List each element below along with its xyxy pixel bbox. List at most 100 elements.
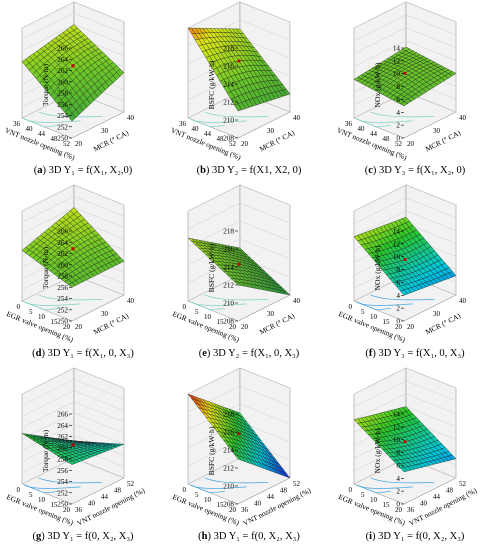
z-tick-label: 256 [57, 467, 68, 475]
y-tick-label: 48 [114, 487, 122, 495]
y-tick-label: 20 [407, 140, 415, 148]
x-tick-label: 36 [345, 120, 353, 128]
caption-text: 3D Y₁ = f(X₁, X₂,0) [48, 165, 133, 176]
x-tick-label: 36 [179, 120, 187, 128]
z-tick-label: 12 [393, 240, 401, 248]
y-tick-label: 40 [88, 500, 96, 508]
x-tick-label: 15 [383, 501, 391, 509]
chart-panel-b: 208 210 212 214 216 218 BSFC (g/kW·h) 36 40 44 48 5… [166, 0, 332, 183]
x-tick-label: 15 [217, 318, 225, 326]
y-tick-label: 20 [75, 140, 83, 148]
x-tick-label: 48 [383, 135, 391, 143]
z-tick-label: 0 [396, 318, 400, 326]
floor-contour [370, 294, 435, 301]
y-axis-label: MCR (° CA) [424, 128, 463, 154]
x-tick-label: 40 [358, 125, 366, 133]
z-tick-label: 212 [223, 99, 234, 107]
design-point [403, 257, 407, 262]
x-tick-label: 36 [13, 120, 21, 128]
caption-letter: a [37, 165, 43, 176]
surface-cell [448, 454, 457, 460]
design-point [71, 64, 75, 68]
z-gridline [21, 195, 125, 223]
y-tick-label: 52 [127, 480, 135, 488]
z-tick-label: 12 [393, 423, 401, 431]
z-tick-label: 208 [223, 135, 234, 143]
x-tick-label: 52 [395, 140, 403, 148]
surface-cell [282, 290, 291, 296]
floor-contour [24, 301, 59, 311]
y-tick-label: 44 [433, 493, 441, 501]
y-tick-label: 40 [127, 114, 135, 122]
z-gridline [187, 367, 291, 395]
x-tick-label: 5 [195, 308, 199, 316]
z-gridline [21, 184, 125, 212]
z-tick-label: 214 [223, 264, 234, 272]
surface-plot-d: 250 252 254 256 258 260 262 264 266 Torque (N·m) 0… [5, 184, 135, 344]
z-tick-label: 2 [396, 305, 400, 313]
floor-contour [204, 111, 269, 118]
y-tick-label: 52 [459, 480, 467, 488]
x-tick-label: 15 [383, 318, 391, 326]
z-tick-label: 14 [393, 411, 401, 419]
z-tick-label: 208 [223, 318, 234, 326]
chart-panel-a: 250 252 254 256 258 260 262 264 266 Torque (N·m) 3… [0, 0, 166, 183]
caption-letter: i [369, 531, 373, 542]
design-point [403, 71, 407, 75]
caption-letter: h [201, 531, 208, 542]
z-tick-label: 266 [57, 228, 68, 236]
z-tick-label: 258 [57, 273, 68, 281]
y-tick-label: 36 [241, 506, 249, 514]
z-tick-label: 212 [223, 282, 234, 290]
z-tick-label: 264 [57, 422, 68, 430]
z-tick-label: 8 [396, 449, 400, 457]
z-tick-label: 260 [57, 261, 68, 269]
x-tick-label: 5 [361, 491, 365, 499]
x-tick-label: 40 [192, 125, 200, 133]
z-tick-label: 6 [396, 279, 400, 287]
x-tick-label: 0 [183, 303, 187, 311]
z-tick-label: 252 [57, 306, 68, 314]
y-tick-label: 30 [267, 310, 275, 318]
surface-cell [282, 471, 291, 479]
x-tick-label: 10 [370, 313, 378, 321]
y-tick-label: 30 [101, 127, 109, 135]
y-tick-label: 40 [420, 500, 428, 508]
z-tick-label: 4 [396, 475, 400, 483]
z-tick-label: 0 [396, 135, 400, 143]
z-gridline [187, 184, 291, 212]
z-tick-label: 258 [57, 456, 68, 464]
y-tick-label: 30 [433, 127, 441, 135]
panel-caption: (c) 3D Y₃ = f(X₁, X₂, 0) [364, 165, 466, 176]
caption-text: 3D Y₂ = f(X₁, 0, X₃) [213, 348, 300, 359]
z-gridline [353, 197, 457, 225]
z-tick-label: 2 [396, 122, 400, 130]
z-axis-label: Torque (N·m) [41, 246, 50, 289]
x-tick-label: 0 [349, 303, 353, 311]
z-gridline [187, 403, 291, 431]
design-point [237, 59, 241, 63]
x-tick-label: 20 [63, 323, 71, 331]
y-tick-label: 30 [101, 310, 109, 318]
z-axis-label: NOx (g/kW·h) [373, 428, 382, 473]
z-gridline [353, 393, 457, 420]
caption-text: 3D Y₁ = f(0, X₂, X₃) [378, 531, 465, 542]
z-gridline [187, 202, 291, 230]
floor-contour [356, 301, 391, 311]
caption-letter: e [202, 348, 207, 359]
y-tick-label: 40 [459, 297, 467, 305]
z-tick-label: 10 [393, 436, 401, 444]
z-tick-label: 8 [396, 83, 400, 91]
floor-contour [38, 477, 103, 484]
z-axis-label: BSFC (g/kW·h) [207, 243, 216, 292]
x-tick-label: 15 [51, 501, 59, 509]
y-tick-label: 20 [75, 323, 83, 331]
y-tick-label: 20 [241, 140, 249, 148]
y-axis-label: MCR (° CA) [92, 311, 131, 337]
z-tick-label: 254 [57, 478, 68, 486]
surface-plot-g: 250 252 254 256 258 260 262 264 266 Torque (N·m) 0… [5, 367, 147, 528]
